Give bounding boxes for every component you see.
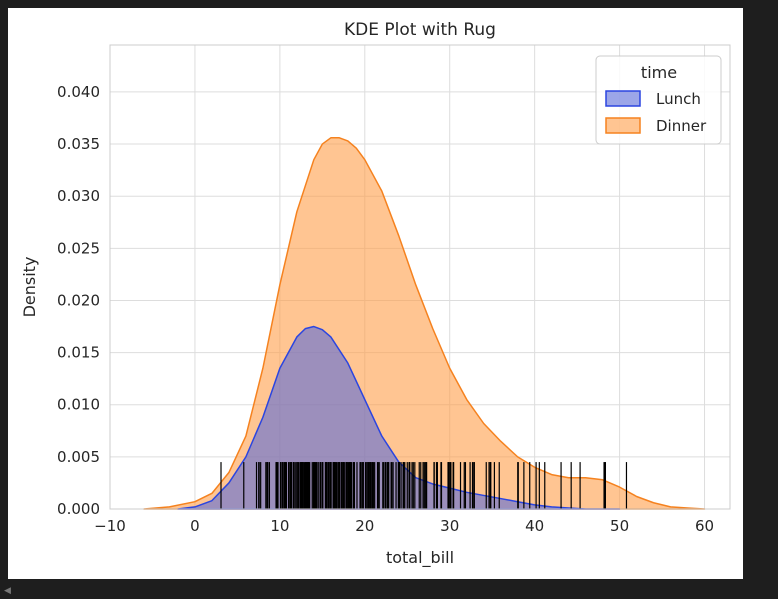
- x-tick-label: 0: [190, 517, 200, 535]
- y-tick-label: 0.030: [57, 187, 100, 205]
- legend-label-dinner: Dinner: [656, 117, 707, 135]
- y-tick-label: 0.015: [57, 344, 100, 362]
- legend-label-lunch: Lunch: [656, 90, 701, 108]
- scroll-left-icon[interactable]: ◀: [4, 586, 11, 596]
- y-tick-label: 0.040: [57, 83, 100, 101]
- legend: time Lunch Dinner: [595, 55, 722, 145]
- x-tick-label: 50: [610, 517, 629, 535]
- legend-swatch-lunch: [605, 90, 641, 107]
- legend-swatch-dinner: [605, 117, 641, 134]
- y-tick-label: 0.020: [57, 291, 100, 309]
- plot-frame: [109, 44, 731, 510]
- y-tick-labels: 0.000 0.005 0.010 0.015 0.020 0.025 0.030 0.035…: [57, 83, 100, 518]
- y-tick-label: 0.000: [57, 500, 100, 518]
- y-axis-label: Density: [20, 257, 39, 318]
- kde-areas: [143, 137, 706, 510]
- legend-title: time: [641, 63, 677, 82]
- kde-area-dinner: [143, 137, 706, 510]
- x-tick-label: 40: [525, 517, 544, 535]
- x-tick-labels: −10 0 10 20 30 40 50 60: [94, 517, 714, 535]
- figure-canvas: −10 0 10 20 30 40 50 60 0.000 0.005 0.010 0.015 0.0…: [8, 8, 743, 579]
- y-tick-label: 0.005: [57, 448, 100, 466]
- chart-title: KDE Plot with Rug: [344, 20, 496, 40]
- y-tick-label: 0.035: [57, 135, 100, 153]
- x-tick-label: 20: [355, 517, 374, 535]
- kde-chart: −10 0 10 20 30 40 50 60 0.0000.0050.0100.0150.0…: [20, 20, 731, 568]
- x-axis-label: total_bill: [386, 548, 454, 568]
- rug-marks: [220, 462, 628, 509]
- x-tick-label: 60: [695, 517, 714, 535]
- x-tick-label: 10: [270, 517, 289, 535]
- x-tick-label: 30: [440, 517, 459, 535]
- y-tick-label: 0.010: [57, 396, 100, 414]
- y-tick-label: 0.025: [57, 239, 100, 257]
- x-tick-label: −10: [94, 517, 126, 535]
